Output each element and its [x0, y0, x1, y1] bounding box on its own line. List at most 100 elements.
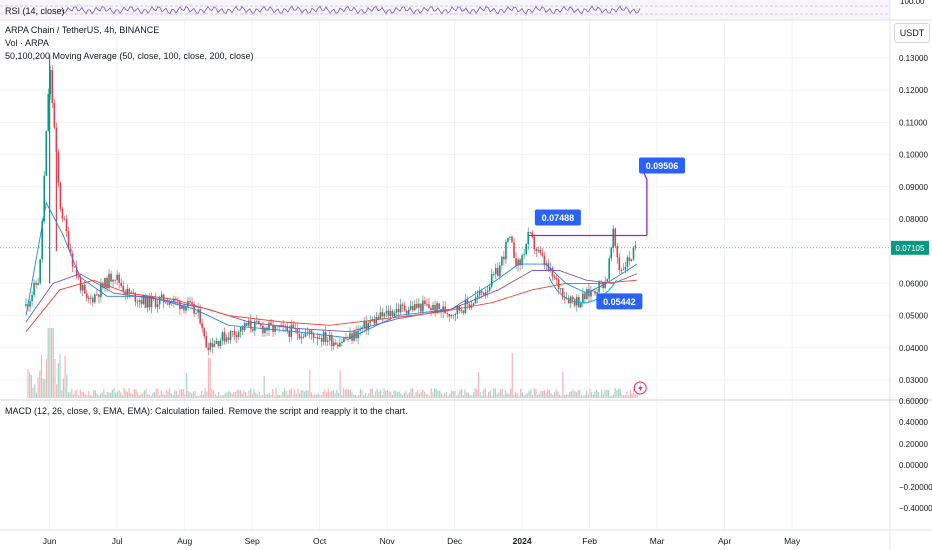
- volume-bar: [157, 388, 159, 398]
- chart-title: ARPA Chain / TetherUS, 4h, BINANCE: [5, 25, 160, 35]
- candle-body: [43, 175, 46, 222]
- volume-bar: [81, 392, 83, 398]
- candle-body: [215, 341, 218, 344]
- candle-body: [173, 298, 175, 302]
- volume-bar: [481, 395, 483, 398]
- volume-bar: [545, 392, 547, 398]
- volume-bar: [482, 389, 485, 398]
- volume-bar: [422, 389, 424, 398]
- candle-body: [282, 324, 284, 327]
- volume-bar: [211, 388, 213, 398]
- moving-average-line: [25, 279, 637, 332]
- volume-bar: [290, 388, 292, 398]
- candle-body: [33, 282, 35, 295]
- lightning-icon-bolt: [638, 384, 643, 393]
- volume-bar: [418, 393, 421, 398]
- candle-body: [430, 308, 432, 310]
- volume-bar: [631, 393, 633, 398]
- volume-bar: [607, 390, 610, 398]
- volume-bar: [498, 392, 500, 398]
- volume-bar: [172, 395, 174, 398]
- volume-bar: [361, 389, 363, 398]
- volume-bar: [239, 389, 242, 398]
- volume-bar: [256, 394, 259, 398]
- volume-bar: [261, 395, 264, 398]
- candle-body: [418, 303, 420, 308]
- volume-bar: [509, 388, 512, 398]
- volume-bar: [582, 395, 584, 398]
- volume-bar: [634, 394, 637, 398]
- volume-bar: [439, 390, 441, 398]
- candle-body: [523, 254, 525, 256]
- volume-bar: [182, 388, 184, 398]
- candle-body: [130, 292, 133, 294]
- volume-bar: [326, 391, 328, 398]
- volume-bar: [432, 392, 434, 398]
- candle-body: [104, 278, 106, 288]
- volume-bar: [626, 391, 628, 398]
- volume-bar: [337, 392, 340, 398]
- volume-bar: [152, 393, 154, 398]
- candle-body: [576, 297, 578, 306]
- candle-body: [207, 347, 210, 350]
- volume-bar: [447, 395, 449, 398]
- volume-bar: [293, 389, 296, 398]
- candle-body: [312, 334, 315, 339]
- candle-body: [304, 332, 307, 337]
- volume-bar: [503, 395, 505, 398]
- volume-bar: [563, 395, 566, 398]
- volume-bar: [455, 395, 458, 398]
- volume-bar: [140, 393, 142, 398]
- candle-body: [298, 333, 301, 339]
- volume-bar: [118, 389, 120, 398]
- volume-bar: [228, 390, 230, 398]
- volume-bar: [204, 388, 206, 398]
- candle-body: [39, 259, 41, 283]
- candle-body: [541, 253, 544, 256]
- volume-bar: [191, 393, 193, 398]
- volume-bar: [558, 394, 561, 398]
- candle-body: [256, 320, 258, 322]
- candle-body: [227, 337, 230, 340]
- volume-bar: [356, 395, 358, 398]
- volume-bar: [376, 388, 378, 398]
- volume-bar: [258, 391, 260, 398]
- volume-bar: [427, 393, 429, 398]
- moving-average-label: 50,100,200 Moving Average (50, close, 10…: [5, 51, 254, 61]
- candle-body: [35, 282, 37, 285]
- volume-bar: [486, 395, 488, 398]
- candle-body: [162, 294, 165, 303]
- candle-body: [525, 244, 527, 255]
- volume-bar: [40, 355, 43, 398]
- candle-body: [401, 304, 404, 306]
- macd-tick-label: 0.20000: [899, 440, 928, 449]
- candle-body: [270, 322, 272, 325]
- volume-bar: [148, 394, 151, 398]
- candle-body: [345, 338, 347, 340]
- candle-body: [258, 320, 260, 325]
- volume-bar: [412, 388, 414, 398]
- grid-lines: [0, 20, 890, 530]
- candle-body: [85, 293, 88, 299]
- candle-body: [57, 151, 60, 183]
- candle-body: [567, 298, 570, 304]
- volume-bar: [542, 390, 544, 398]
- candle-body: [379, 312, 382, 320]
- volume-bar: [201, 390, 203, 398]
- volume-bar: [312, 394, 314, 398]
- volume-bar: [467, 392, 469, 398]
- candle-body: [422, 300, 424, 312]
- candle-body: [480, 291, 483, 293]
- candle-body: [241, 327, 244, 331]
- volume-bar: [472, 392, 475, 398]
- candle-body: [626, 257, 629, 267]
- volume-bar: [74, 390, 76, 398]
- volume-bar: [612, 394, 615, 398]
- volume-bar: [184, 394, 186, 398]
- candle-body: [213, 343, 216, 347]
- currency-selector[interactable]: USDT: [894, 23, 930, 43]
- price-tick-label: 0.06000: [899, 279, 928, 288]
- candle-body: [63, 218, 66, 220]
- volume-bar: [245, 392, 247, 398]
